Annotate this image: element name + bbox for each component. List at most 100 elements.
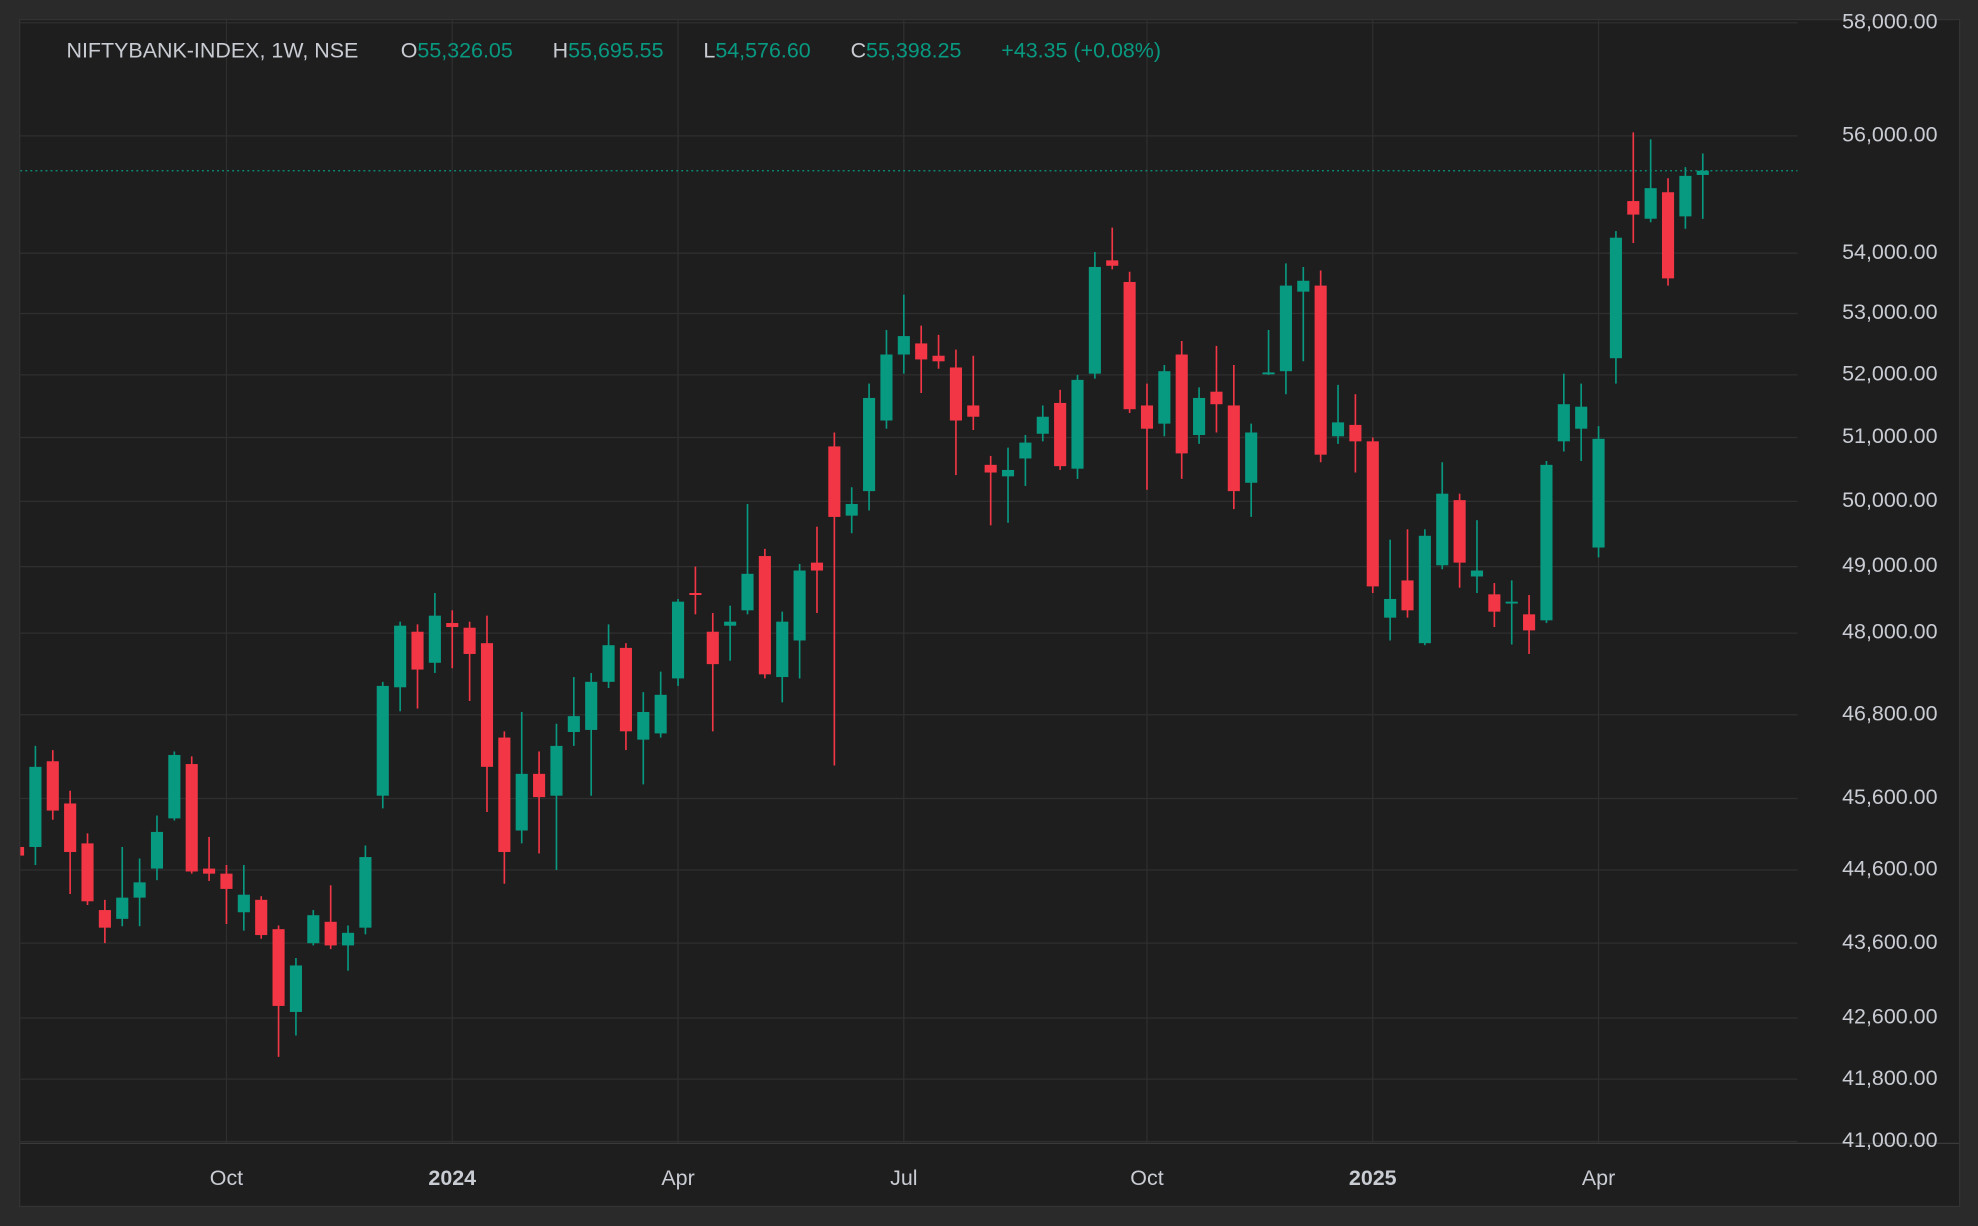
candle-body: [1140, 405, 1154, 429]
open-label: O: [401, 38, 418, 62]
y-tick-label: 46,800.00: [1842, 701, 1937, 725]
high-label: H: [553, 38, 568, 62]
candle-body: [1418, 535, 1431, 644]
candle-body: [376, 685, 389, 796]
candle-body: [1505, 601, 1518, 604]
candle-body: [776, 621, 789, 678]
candle-body: [1609, 237, 1622, 359]
candle-body: [411, 631, 424, 670]
candle-body: [1106, 260, 1119, 266]
candle-body: [1088, 266, 1101, 374]
candle-body: [1540, 464, 1553, 621]
candle-body: [741, 573, 754, 611]
candle-body: [463, 627, 476, 654]
candle-body: [480, 643, 494, 767]
candle-body: [1175, 354, 1188, 454]
y-tick-label: 58,000.00: [1842, 9, 1937, 33]
candle-body: [324, 921, 337, 946]
candle-body: [359, 857, 372, 928]
y-tick-label: 50,000.00: [1842, 488, 1937, 512]
y-tick-label: 51,000.00: [1842, 424, 1937, 448]
candle-body: [984, 464, 997, 473]
candle-body: [949, 367, 962, 421]
y-tick-label: 43,600.00: [1842, 930, 1937, 954]
candle-body: [1227, 405, 1240, 492]
candle-body: [1592, 438, 1605, 548]
candle-body: [915, 343, 928, 360]
high-value: 55,695.55: [568, 38, 663, 62]
candle-body: [515, 773, 528, 831]
y-tick-label: 53,000.00: [1842, 300, 1937, 324]
candle-body: [863, 397, 876, 492]
candle-body: [1453, 500, 1466, 563]
candle-body: [533, 773, 546, 798]
candle-body: [897, 336, 910, 355]
candle-body: [1193, 397, 1206, 436]
candle-body: [1679, 175, 1692, 217]
open-value: 55,326.05: [417, 38, 512, 62]
candle-body: [428, 615, 441, 663]
candle-body: [185, 764, 198, 872]
candle-body: [810, 562, 824, 571]
change: +43.35 (+0.08%): [1001, 38, 1161, 62]
candle-body: [46, 761, 59, 811]
y-tick-label: 42,600.00: [1842, 1005, 1937, 1029]
candle-body: [654, 694, 667, 734]
candle-body: [1384, 598, 1397, 618]
low-label: L: [703, 38, 715, 62]
grid: [20, 20, 1798, 1143]
candle-body: [967, 405, 980, 417]
candles: [20, 132, 1798, 1057]
candle-body: [1262, 372, 1275, 375]
candle-body: [793, 570, 806, 641]
candle-body: [81, 843, 94, 902]
candle-body: [168, 754, 181, 819]
candle-body: [341, 932, 355, 946]
candle-body: [133, 882, 146, 898]
axis-labels: 41,000.00 41,800.00 42,600.00 43,600.00 44,6…: [210, 9, 1938, 1190]
candle-body: [1123, 281, 1136, 410]
close-label: C: [851, 38, 866, 62]
candle-body: [446, 623, 459, 628]
candle-body: [237, 894, 250, 913]
candle-body: [550, 745, 563, 796]
y-tick-label: 54,000.00: [1842, 240, 1937, 264]
candle-body: [1331, 422, 1345, 437]
chart-panel: [19, 18, 1961, 1208]
candle-body: [1210, 391, 1223, 405]
candle-body: [1366, 441, 1379, 587]
candle-body: [880, 354, 893, 421]
candle-body: [1470, 570, 1484, 577]
candle-body: [1158, 371, 1171, 424]
y-tick-label: 48,000.00: [1842, 620, 1937, 644]
candle-body: [1696, 170, 1709, 175]
candle-body: [1314, 285, 1327, 455]
candle-body: [1279, 285, 1292, 372]
candle-body: [724, 621, 737, 626]
candle-body: [689, 593, 702, 596]
candle-body: [706, 631, 719, 665]
candle-body: [29, 766, 42, 847]
low-value: 54,576.60: [715, 38, 810, 62]
candle-body: [307, 915, 320, 944]
candle-body: [1436, 493, 1449, 566]
x-tick-label: 2024: [428, 1166, 476, 1190]
x-tick-label: Oct: [1130, 1166, 1163, 1190]
candle-body: [828, 446, 841, 517]
y-tick-label: 52,000.00: [1842, 362, 1937, 386]
symbol: NIFTYBANK-INDEX, 1W, NSE: [66, 38, 358, 62]
candle-body: [272, 929, 285, 1006]
candle-body: [1001, 469, 1015, 477]
candle-body: [1036, 416, 1049, 434]
candle-body: [845, 503, 858, 516]
candle-body: [1488, 594, 1501, 612]
candle-body: [1019, 442, 1032, 459]
y-tick-label: 44,600.00: [1842, 857, 1937, 881]
candle-body: [203, 868, 216, 874]
candle-body: [498, 737, 511, 853]
candle-body: [150, 831, 164, 869]
candle-body: [20, 846, 25, 856]
candle-body: [98, 910, 111, 928]
candle-body: [1245, 432, 1258, 483]
